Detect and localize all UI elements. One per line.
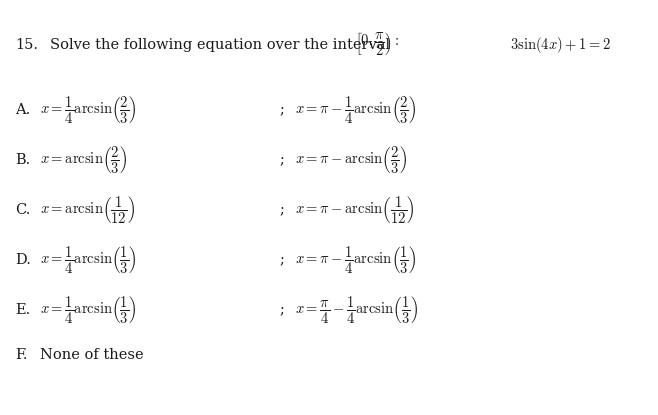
Text: ;: ;	[280, 203, 285, 217]
Text: F.: F.	[15, 348, 28, 362]
Text: None of these: None of these	[40, 348, 143, 362]
Text: B.: B.	[15, 153, 30, 167]
Text: $x=\pi-\dfrac{1}{4}\arcsin\!\left(\dfrac{2}{3}\right)$: $x=\pi-\dfrac{1}{4}\arcsin\!\left(\dfrac…	[295, 95, 417, 125]
Text: E.: E.	[15, 303, 30, 317]
Text: 15.: 15.	[15, 38, 38, 52]
Text: $x=\dfrac{1}{4}\arcsin\!\left(\dfrac{1}{3}\right)$: $x=\dfrac{1}{4}\arcsin\!\left(\dfrac{1}{…	[40, 244, 137, 276]
Text: D.: D.	[15, 253, 31, 267]
Text: C.: C.	[15, 203, 30, 217]
Text: $x=\arcsin\!\left(\dfrac{2}{3}\right)$: $x=\arcsin\!\left(\dfrac{2}{3}\right)$	[40, 144, 128, 176]
Text: $x=\dfrac{1}{4}\arcsin\!\left(\dfrac{1}{3}\right)$: $x=\dfrac{1}{4}\arcsin\!\left(\dfrac{1}{…	[40, 295, 137, 325]
Text: ;: ;	[280, 253, 285, 267]
Text: $x=\pi-\arcsin\!\left(\dfrac{1}{12}\right)$: $x=\pi-\arcsin\!\left(\dfrac{1}{12}\righ…	[295, 195, 415, 225]
Text: ;: ;	[280, 303, 285, 317]
Text: A.: A.	[15, 103, 30, 117]
Text: Solve the following equation over the interval: Solve the following equation over the in…	[50, 38, 390, 52]
Text: $x=\dfrac{1}{4}\arcsin\!\left(\dfrac{2}{3}\right)$: $x=\dfrac{1}{4}\arcsin\!\left(\dfrac{2}{…	[40, 95, 137, 125]
Text: ;: ;	[280, 103, 285, 117]
Text: $x=\pi-\dfrac{1}{4}\arcsin\!\left(\dfrac{1}{3}\right)$: $x=\pi-\dfrac{1}{4}\arcsin\!\left(\dfrac…	[295, 244, 417, 276]
Text: ;: ;	[280, 153, 285, 167]
Text: $x=\dfrac{\pi}{4}-\dfrac{1}{4}\arcsin\!\left(\dfrac{1}{3}\right)$: $x=\dfrac{\pi}{4}-\dfrac{1}{4}\arcsin\!\…	[295, 295, 418, 325]
Text: $3\sin(4x)+1=2$: $3\sin(4x)+1=2$	[510, 35, 611, 55]
Text: $x=\arcsin\!\left(\dfrac{1}{12}\right)$: $x=\arcsin\!\left(\dfrac{1}{12}\right)$	[40, 195, 135, 225]
Text: $\left[0,\dfrac{\pi}{2}\right):$: $\left[0,\dfrac{\pi}{2}\right):$	[355, 32, 399, 59]
Text: $x=\pi-\arcsin\!\left(\dfrac{2}{3}\right)$: $x=\pi-\arcsin\!\left(\dfrac{2}{3}\right…	[295, 144, 407, 176]
